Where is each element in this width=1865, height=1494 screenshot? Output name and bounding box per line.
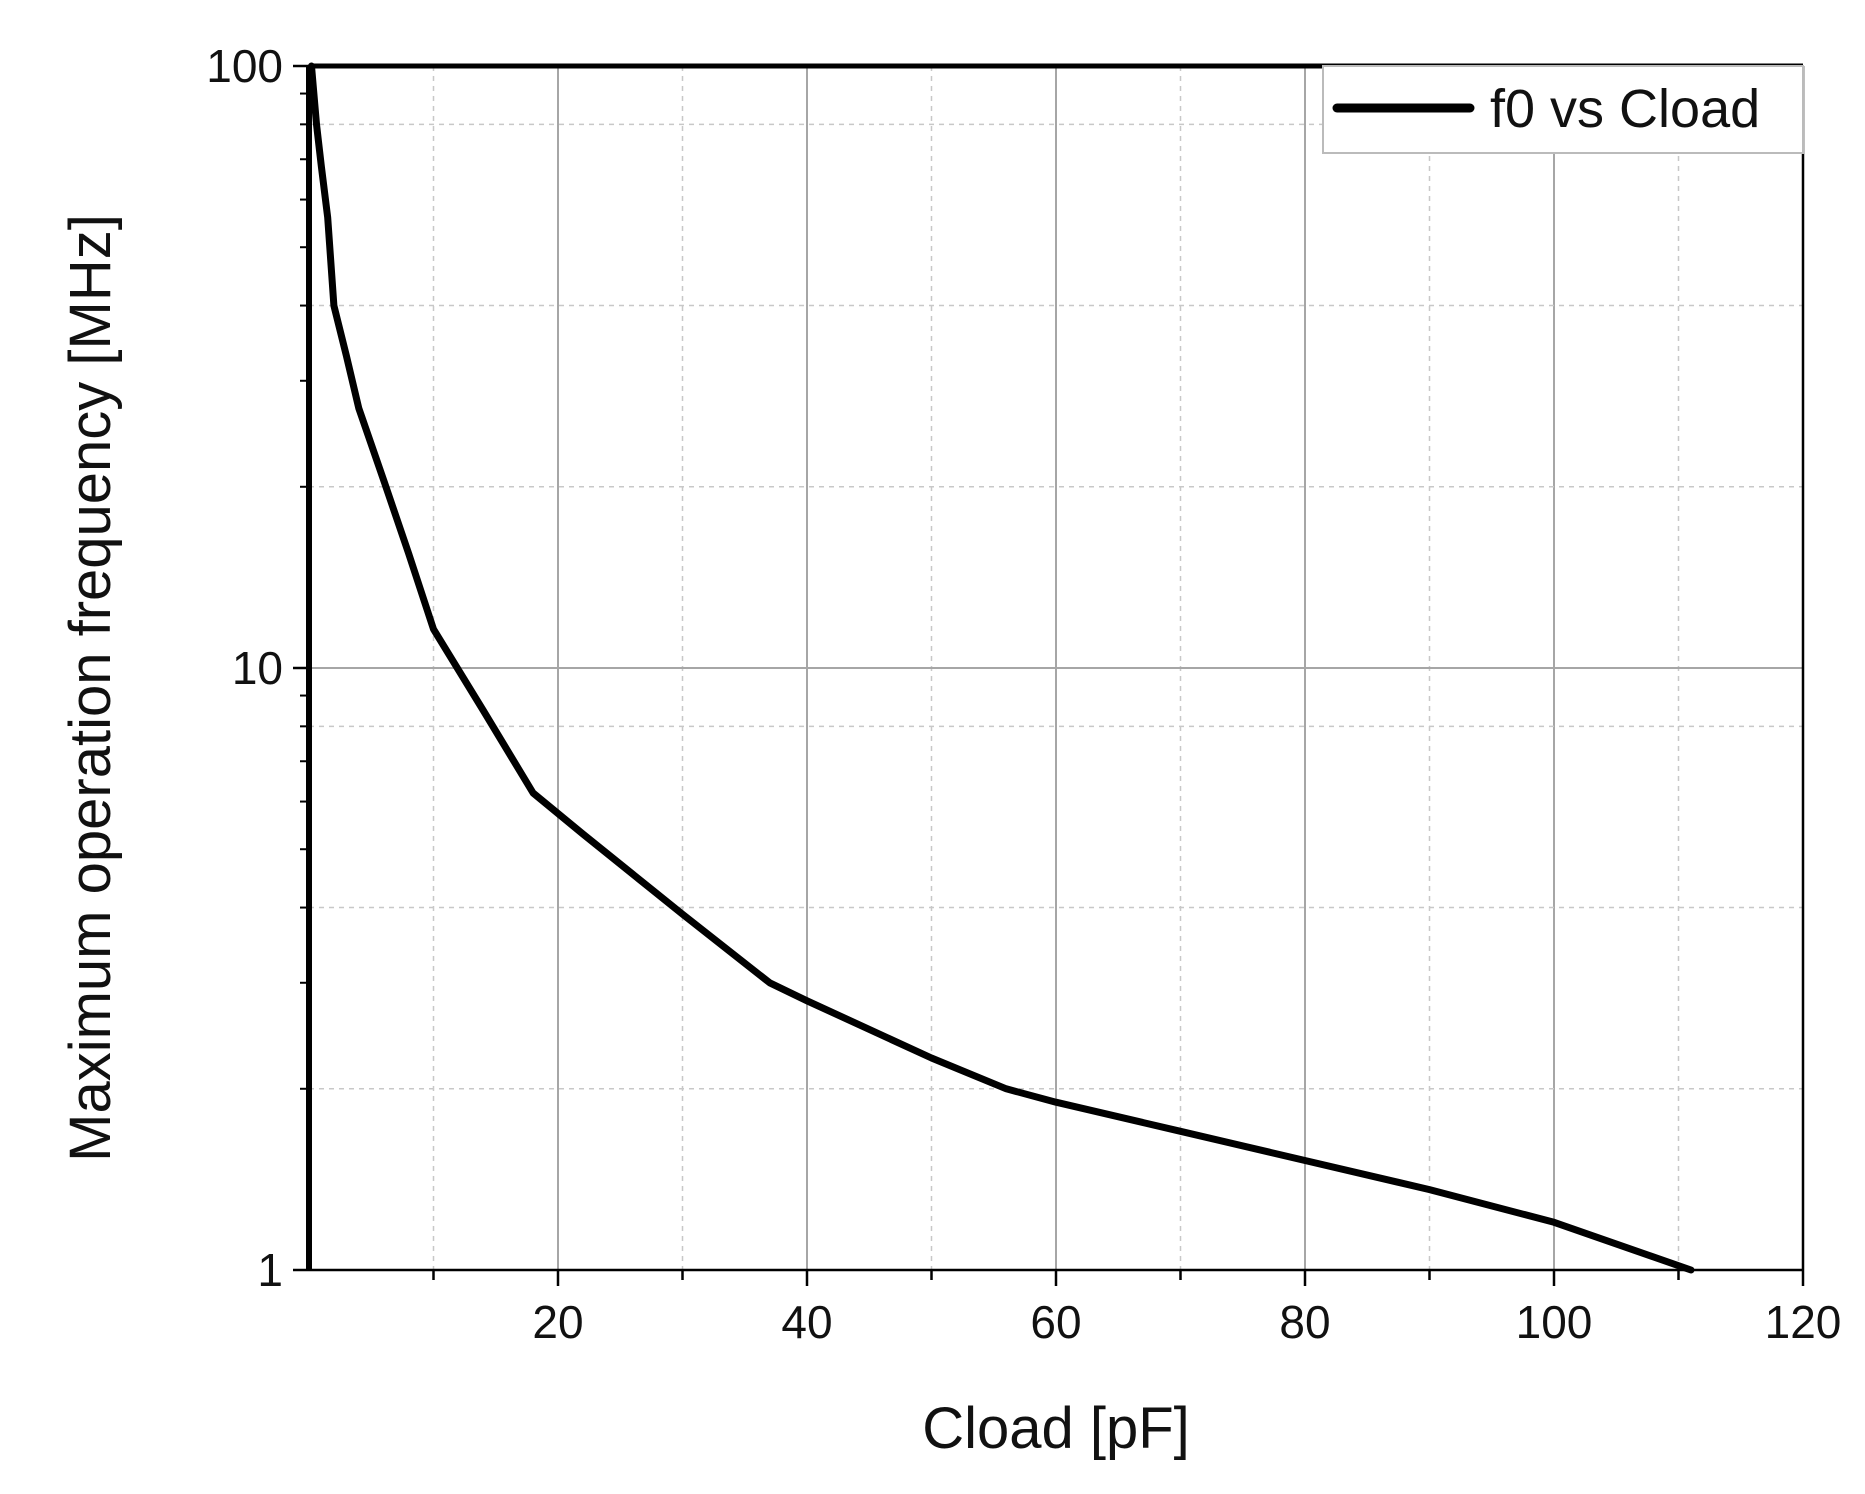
series-layer bbox=[308, 62, 1695, 1274]
legend-box bbox=[1322, 65, 1804, 154]
y-axis-title: Maximum operation frequency [MHz] bbox=[58, 214, 123, 1162]
legend: f0 vs Cload bbox=[1322, 65, 1804, 154]
x-tick-label: 60 bbox=[1030, 1296, 1081, 1348]
y-tick-label: 100 bbox=[206, 40, 283, 92]
x-tick-label: 40 bbox=[781, 1296, 832, 1348]
x-tick-label: 80 bbox=[1279, 1296, 1330, 1348]
x-tick-label: 20 bbox=[532, 1296, 583, 1348]
x-axis-title: Cload [pF] bbox=[922, 1396, 1190, 1461]
series-line-f0-vs-cload bbox=[308, 62, 1695, 1274]
legend-label: f0 vs Cload bbox=[1490, 79, 1760, 139]
y-tick-label: 10 bbox=[232, 642, 283, 694]
x-tick-label: 100 bbox=[1516, 1296, 1593, 1348]
grid bbox=[309, 66, 1803, 1270]
x-tick-label: 120 bbox=[1765, 1296, 1842, 1348]
y-tick-label: 1 bbox=[257, 1244, 283, 1296]
